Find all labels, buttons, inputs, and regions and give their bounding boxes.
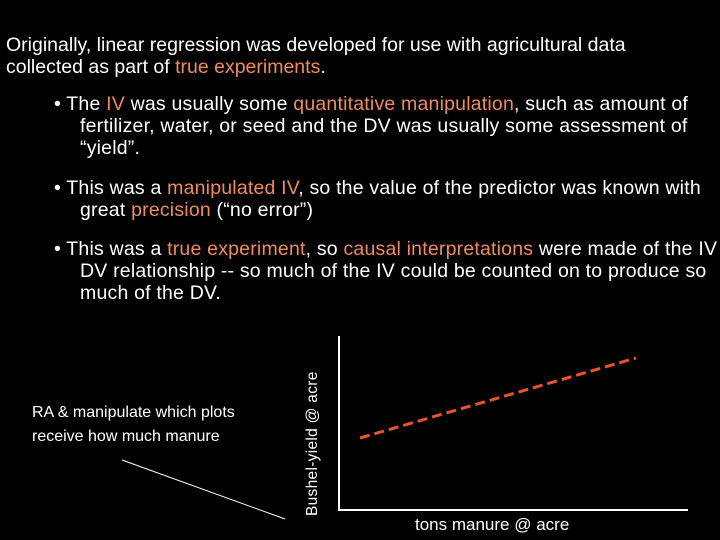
bullet-highlight: IV bbox=[106, 93, 125, 115]
bullet-marker: • bbox=[54, 177, 62, 199]
x-axis-label: tons manure @ acre bbox=[415, 515, 570, 534]
regression-line bbox=[359, 356, 637, 440]
annotation-note: RA & manipulate which plots receive how … bbox=[32, 404, 235, 445]
bullet-text: (“no error”) bbox=[210, 199, 314, 221]
y-axis-label: Bushel-yield @ acre bbox=[304, 371, 321, 516]
bullet-text: , so bbox=[305, 238, 344, 260]
bullet-highlight: quantitative manipulation bbox=[293, 93, 515, 115]
bullet-text: , such as amount of fertilizer, water, o… bbox=[80, 93, 689, 159]
bullet-text: The bbox=[66, 93, 107, 115]
bullet-highlight: precision bbox=[131, 199, 211, 221]
bullet-text: was usually some bbox=[124, 93, 294, 115]
intro-text-1: Originally, linear regression was develo… bbox=[6, 34, 626, 78]
bullet-item-true-experiment: • This was a true experiment, so causal … bbox=[42, 238, 720, 304]
annotation-pointer bbox=[121, 459, 286, 520]
intro-paragraph: Originally, linear regression was develo… bbox=[6, 34, 706, 78]
bullet-item-iv-manipulation: • The IV was usually some quantitative m… bbox=[42, 93, 720, 159]
bullet-highlight: manipulated IV bbox=[167, 177, 299, 199]
bullet-list: • The IV was usually some quantitative m… bbox=[42, 93, 720, 304]
intro-highlight: true experiments bbox=[175, 56, 321, 78]
bullet-text: This was a bbox=[66, 177, 168, 199]
intro-text-2: . bbox=[320, 56, 326, 78]
bullet-text: , so the value of the predictor was know… bbox=[80, 177, 701, 221]
bullet-text: This was a bbox=[66, 238, 168, 260]
bullet-item-manipulated-iv: • This was a manipulated IV, so the valu… bbox=[42, 177, 720, 221]
bullet-marker: • bbox=[54, 238, 62, 260]
bullet-highlight: true experiment bbox=[167, 238, 306, 260]
bullet-text: were made of the IV - DV relationship --… bbox=[80, 238, 720, 304]
bullet-highlight: causal interpretations bbox=[343, 238, 534, 260]
bullet-marker: • bbox=[54, 93, 62, 115]
